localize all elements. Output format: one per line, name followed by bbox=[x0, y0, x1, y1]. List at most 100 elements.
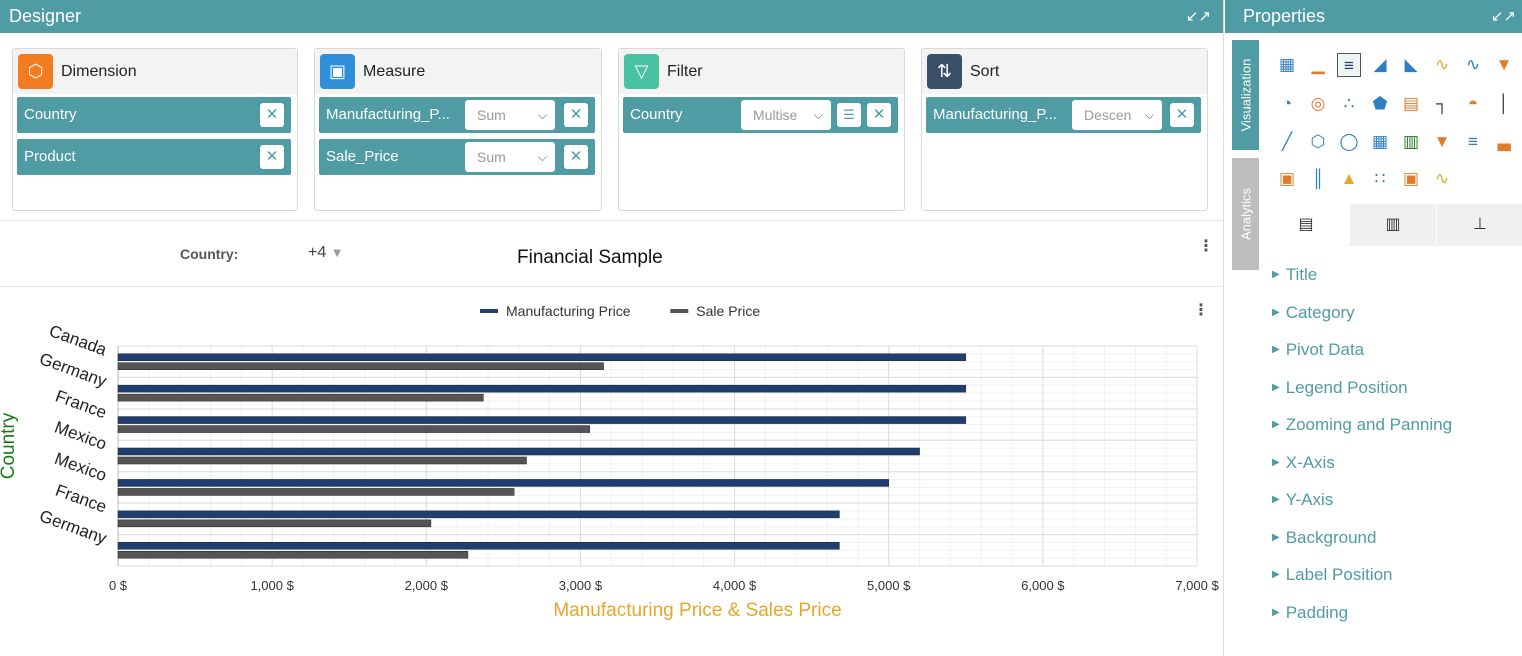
step-line-icon[interactable]: ┐ bbox=[1435, 94, 1449, 113]
filter-item-country[interactable]: Country Multise ⌵ ☰ ✕ bbox=[623, 97, 898, 133]
doughnut-chart-icon[interactable]: ◎ bbox=[1310, 94, 1326, 113]
stacked-bar-icon[interactable]: ≡ bbox=[1468, 132, 1478, 151]
sort-title: Sort bbox=[970, 63, 1000, 80]
dimension-item-label: Product bbox=[24, 148, 76, 165]
tab-visualization[interactable]: Visualization bbox=[1232, 40, 1259, 150]
bar bbox=[117, 362, 604, 370]
sort-arrows-icon: ⇅ bbox=[927, 54, 962, 89]
dimension-item-label: Country bbox=[24, 106, 77, 123]
category-label: Mexico bbox=[52, 449, 109, 485]
x-tick-label: 7,000 $ bbox=[1175, 578, 1219, 593]
expand-triangle-icon: ▶ bbox=[1272, 269, 1280, 280]
pivot-grid-icon[interactable]: ▥ bbox=[1402, 132, 1420, 151]
property-label-position[interactable]: ▶ Label Position bbox=[1272, 565, 1393, 585]
tab-analytics[interactable]: Analytics bbox=[1232, 158, 1259, 270]
legend-swatch bbox=[670, 309, 689, 313]
bar bbox=[117, 384, 967, 393]
property-pivot-data[interactable]: ▶ Pivot Data bbox=[1272, 340, 1364, 360]
filter-title: Filter bbox=[667, 63, 703, 80]
legend-swatch bbox=[480, 309, 498, 313]
sort-item-manufacturing[interactable]: Manufacturing_P... Descen ⌵ ✕ bbox=[926, 97, 1201, 133]
property-background[interactable]: ▶ Background bbox=[1272, 528, 1376, 548]
property-label: Legend Position bbox=[1285, 378, 1408, 397]
column-line-chart-icon[interactable]: ▁ bbox=[1311, 55, 1325, 74]
x-tick-label: 5,000 $ bbox=[867, 578, 911, 593]
area-chart-icon[interactable]: ◢ bbox=[1373, 55, 1387, 74]
measure-item-manufacturing[interactable]: Manufacturing_P... Sum ⌵ ✕ bbox=[319, 97, 595, 133]
minimize-icon[interactable]: ↙↗ bbox=[1185, 8, 1211, 25]
property-tabs: ▤ ▥ ⊥ bbox=[1263, 204, 1522, 246]
image-chart-icon[interactable]: ▣ bbox=[1278, 169, 1296, 188]
polar-chart-icon[interactable]: ⬟ bbox=[1372, 94, 1388, 113]
property-title[interactable]: ▶ Title bbox=[1272, 265, 1317, 285]
range-area-icon[interactable]: ∿ bbox=[1434, 169, 1450, 188]
minimize-icon[interactable]: ↙↗ bbox=[1490, 8, 1516, 25]
bubble-chart-icon[interactable]: ∷ bbox=[1374, 169, 1386, 188]
thermometer-icon[interactable]: │ bbox=[1498, 94, 1510, 113]
stacked-area-icon[interactable]: ◣ bbox=[1404, 55, 1418, 74]
tab-properties-general[interactable]: ▤ bbox=[1263, 204, 1349, 246]
scatter-chart-icon[interactable]: ∴ bbox=[1343, 94, 1355, 113]
tab-properties-axis[interactable]: ⊥ bbox=[1437, 204, 1522, 246]
heatmap-icon[interactable]: ▤ bbox=[1402, 94, 1420, 113]
stacked-column-icon[interactable]: ▃ bbox=[1497, 132, 1511, 151]
more-options-icon[interactable]: ⋮ bbox=[1198, 238, 1214, 255]
remove-icon[interactable]: ✕ bbox=[867, 103, 891, 127]
dimension-item-country[interactable]: Country ✕ bbox=[17, 97, 291, 133]
remove-icon[interactable]: ✕ bbox=[1170, 103, 1194, 127]
card-chart-icon[interactable]: ▣ bbox=[1402, 169, 1420, 188]
candlestick-icon[interactable]: ║ bbox=[1311, 169, 1325, 188]
dimension-item-product[interactable]: Product ✕ bbox=[17, 139, 291, 175]
x-tick-label: 1,000 $ bbox=[250, 578, 294, 593]
measure-item-sale-price[interactable]: Sale_Price Sum ⌵ ✕ bbox=[319, 139, 595, 175]
category-label: France bbox=[53, 481, 109, 517]
aggregation-value: Sum bbox=[477, 149, 506, 165]
tab-analytics-label: Analytics bbox=[1238, 187, 1253, 241]
filter-mode-select[interactable]: Multise ⌵ bbox=[741, 100, 831, 130]
filter-count: +4 bbox=[308, 244, 327, 261]
property-category[interactable]: ▶ Category bbox=[1272, 303, 1355, 323]
grid-chart-icon[interactable]: ▦ bbox=[1278, 55, 1296, 74]
spline-area-icon[interactable]: ∿ bbox=[1434, 55, 1450, 74]
remove-icon[interactable]: ✕ bbox=[260, 103, 284, 127]
trend-chart-icon[interactable]: ╱ bbox=[1281, 132, 1293, 151]
aggregation-select[interactable]: Sum ⌵ bbox=[465, 142, 555, 172]
chevron-down-icon: ⌵ bbox=[813, 108, 823, 122]
x-tick-label: 0 $ bbox=[109, 578, 128, 593]
dimension-card-header: ⬡ Dimension bbox=[13, 49, 297, 94]
gauge-icon[interactable]: ◓ bbox=[1467, 94, 1479, 113]
property-zooming-panning[interactable]: ▶ Zooming and Panning bbox=[1272, 415, 1452, 435]
filter-bar-value[interactable]: +4 ▼ bbox=[308, 244, 344, 262]
expand-triangle-icon: ▶ bbox=[1272, 532, 1280, 543]
property-y-axis[interactable]: ▶ Y-Axis bbox=[1272, 490, 1333, 510]
properties-title: Properties bbox=[1243, 6, 1326, 26]
divider bbox=[0, 220, 1223, 221]
tab-properties-data[interactable]: ▥ bbox=[1350, 204, 1436, 246]
ring-gauge-icon[interactable]: ◯ bbox=[1339, 132, 1359, 151]
chart-title: Financial Sample bbox=[517, 247, 663, 268]
table-icon[interactable]: ▦ bbox=[1371, 132, 1389, 151]
shelf-cards: ⬡ Dimension Country ✕ Product ✕ ▣ Measur… bbox=[12, 48, 1223, 211]
remove-icon[interactable]: ✕ bbox=[260, 145, 284, 169]
property-x-axis[interactable]: ▶ X-Axis bbox=[1272, 453, 1335, 473]
filter-settings-icon[interactable]: ☰ bbox=[837, 103, 861, 127]
sort-card-header: ⇅ Sort bbox=[922, 49, 1207, 94]
bar-chart-icon[interactable]: ≡ bbox=[1337, 53, 1361, 77]
pyramid-chart-icon[interactable]: ▼ bbox=[1433, 132, 1451, 151]
map-chart-icon[interactable]: ▲ bbox=[1340, 169, 1358, 188]
property-legend-position[interactable]: ▶ Legend Position bbox=[1272, 378, 1408, 398]
pie-chart-icon[interactable]: ◔ bbox=[1281, 94, 1293, 113]
property-label: Padding bbox=[1285, 603, 1349, 622]
settings-list-icon: ▤ bbox=[1298, 216, 1314, 233]
remove-icon[interactable]: ✕ bbox=[564, 145, 588, 169]
chart-more-options-icon[interactable]: ⋮ bbox=[1193, 302, 1209, 319]
property-padding[interactable]: ▶ Padding bbox=[1272, 603, 1348, 623]
x-axis-title: Manufacturing Price & Sales Price bbox=[553, 600, 841, 621]
funnel-chart-icon[interactable]: ▼ bbox=[1495, 55, 1513, 74]
aggregation-select[interactable]: Sum ⌵ bbox=[465, 100, 555, 130]
sort-order-select[interactable]: Descen ⌵ bbox=[1072, 100, 1162, 130]
radar-chart-icon[interactable]: ⬡ bbox=[1310, 132, 1326, 151]
line-chart-icon[interactable]: ∿ bbox=[1465, 55, 1481, 74]
remove-icon[interactable]: ✕ bbox=[564, 103, 588, 127]
expand-triangle-icon: ▶ bbox=[1272, 494, 1280, 505]
